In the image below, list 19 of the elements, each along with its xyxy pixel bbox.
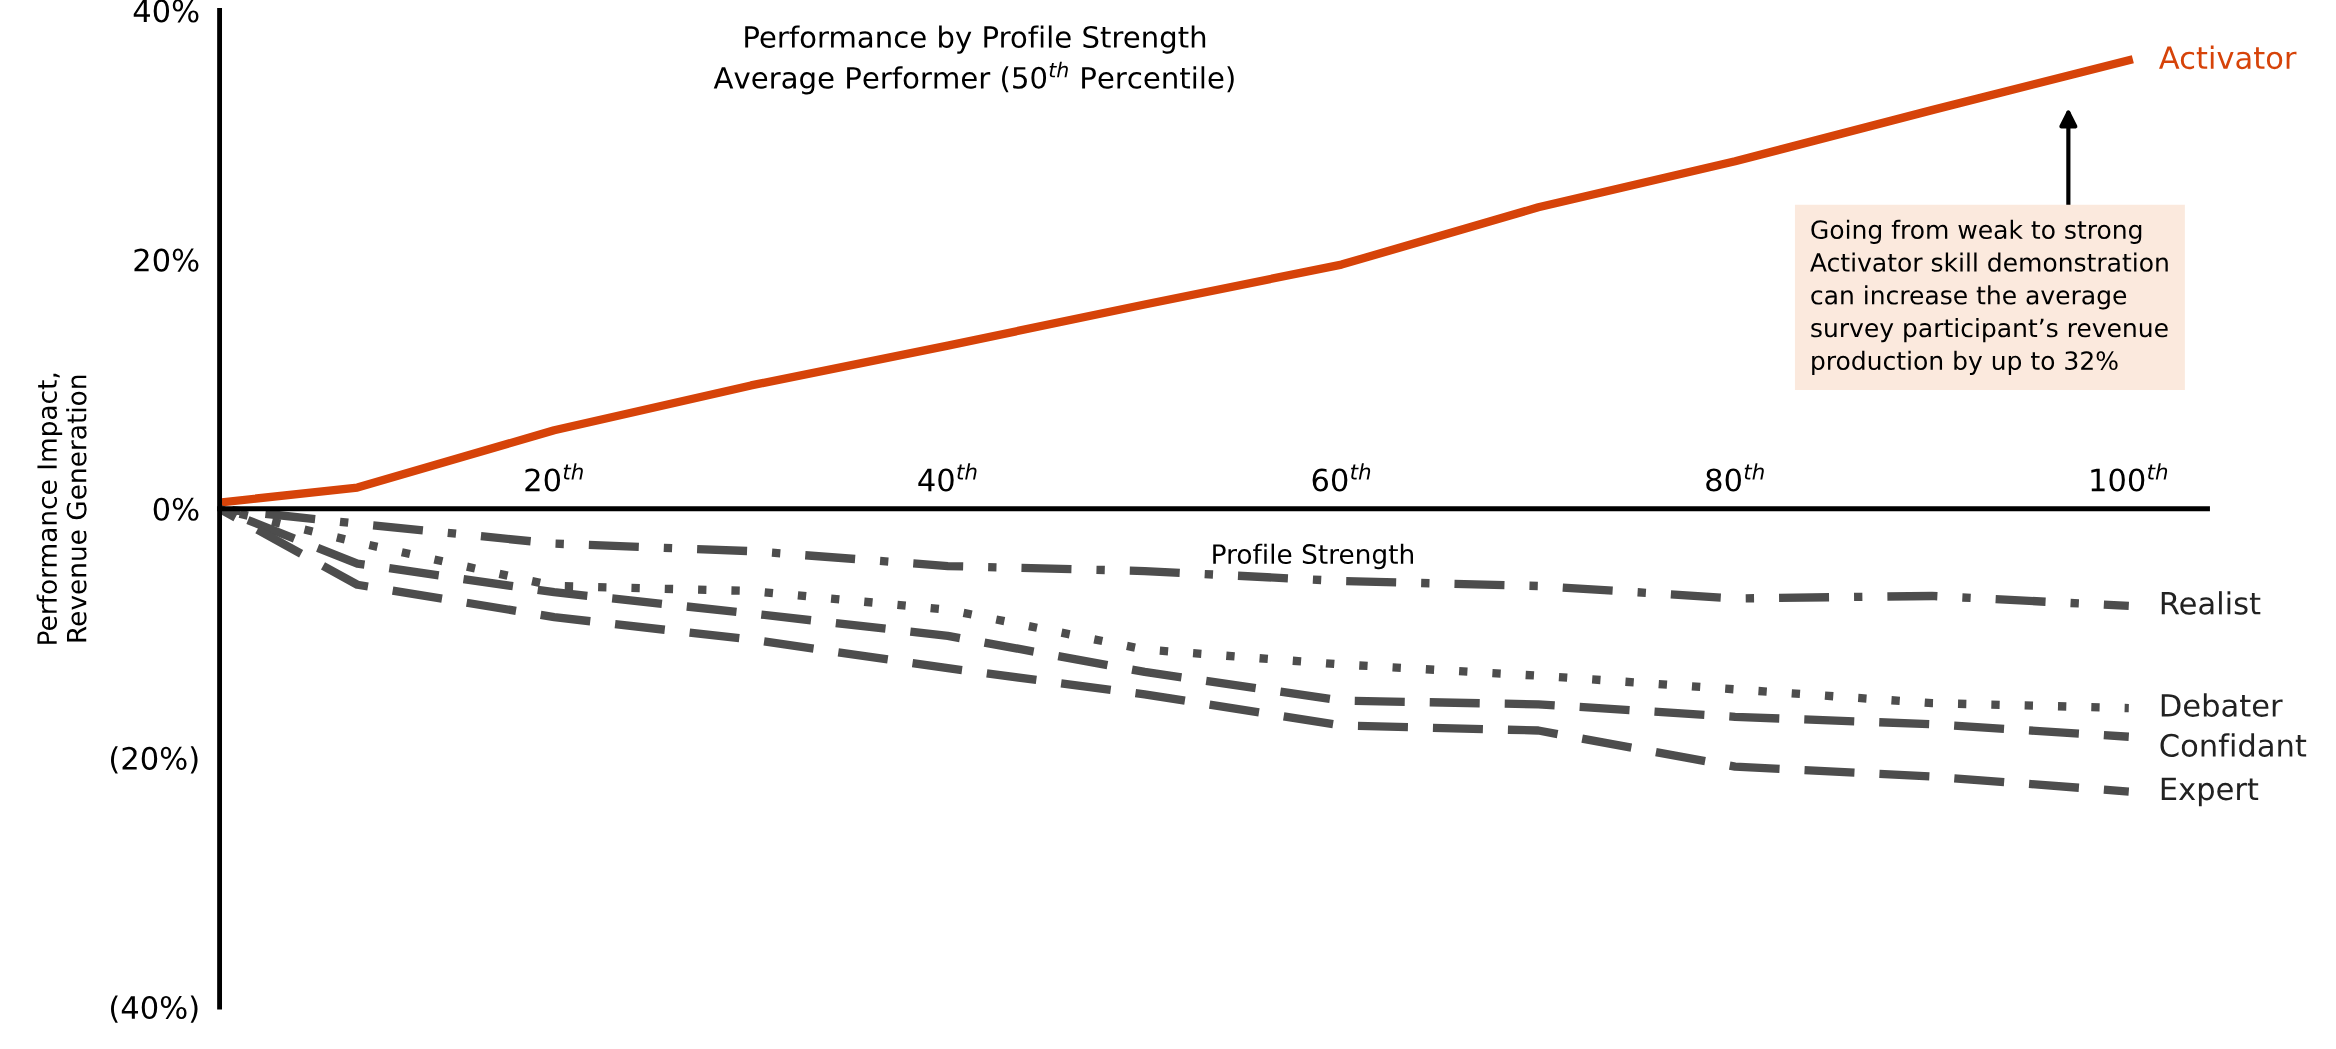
series-label: Confidant	[2160, 733, 2307, 757]
y-tick-label: 40%	[133, 0, 199, 23]
series-label: Activator	[2159, 45, 2297, 70]
y-tick-label: 0%	[153, 497, 199, 521]
series-label: Expert	[2161, 777, 2259, 807]
y-tick-label: (20%)	[111, 746, 198, 774]
annotation: Going from weak to strong Activator skill demonstration can increase the average survey participant’s revenue production by up to 32%	[1810, 219, 2168, 375]
x-tick-label: 40$^{th}$	[918, 463, 977, 492]
x-tick-label: 100$^{th}$	[2091, 463, 2168, 492]
x-axis-title: Profile Strength	[1213, 543, 1413, 570]
series-label: Realist	[2161, 591, 2261, 615]
y-tick-label: (40%)	[111, 995, 198, 1023]
x-tick-label: 60$^{th}$	[1312, 463, 1371, 492]
y-axis-title: Performance Impact, Revenue Generation	[36, 373, 87, 644]
x-tick-label: 20$^{th}$	[525, 463, 583, 492]
series-label: Debater	[2161, 693, 2283, 717]
x-tick-label: 80$^{th}$	[1706, 463, 1764, 492]
y-tick-label: 20%	[134, 248, 199, 272]
text: Performance by Profile Strength Average Performer (50$^{th}$ Percentile)	[713, 25, 1234, 95]
